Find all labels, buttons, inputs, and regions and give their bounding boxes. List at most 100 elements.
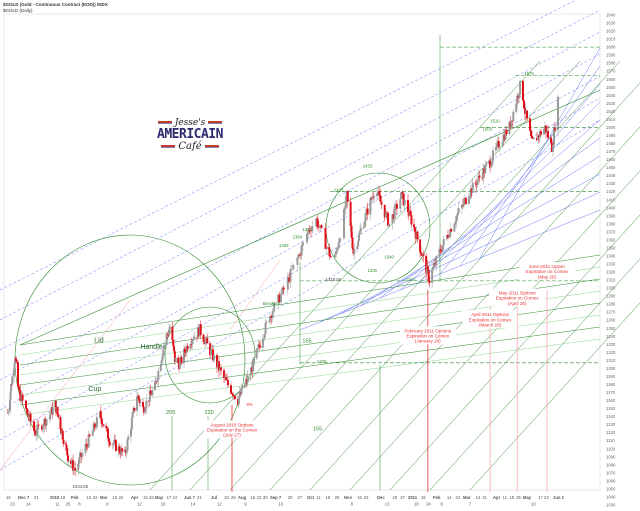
candle-body [80, 452, 83, 457]
candle-body [62, 439, 65, 444]
annotation-label: Cup [88, 386, 101, 393]
candle-body [21, 394, 24, 401]
candle-body [301, 242, 304, 246]
x-tick-label: 11 [55, 502, 60, 507]
candle-body [26, 408, 29, 414]
candle-body [416, 231, 419, 240]
channel-line [339, 173, 601, 315]
candle-body [237, 397, 240, 405]
candle-body [191, 340, 194, 345]
candle-body [402, 193, 405, 206]
x-tick-label: 22 [93, 495, 98, 500]
y-tick-label: 1210 [606, 358, 616, 363]
candle-body [6, 412, 9, 414]
annotation-label: 155 [302, 339, 311, 345]
candle-body [111, 444, 114, 446]
candle-body [36, 424, 39, 434]
candle-body [265, 321, 268, 323]
x-tick-label: Dec 7 [18, 495, 30, 500]
candle-body [523, 100, 525, 109]
annotation-label: 1200 [317, 359, 327, 364]
annotation-label: 1318.50 [326, 277, 342, 282]
annotation-label: Lid [94, 338, 103, 345]
candle-body [183, 348, 185, 364]
candle-body [49, 414, 51, 420]
candle-body [186, 345, 189, 350]
annotation-label: 8% [246, 402, 252, 407]
x-tick-label: Apr [493, 495, 501, 500]
candle-body [106, 428, 109, 429]
candle-body [324, 228, 327, 250]
x-tick-label: 30 [263, 495, 268, 500]
channel-line [399, 119, 601, 291]
x-tick-label: 27 [297, 495, 302, 500]
candle-body [171, 326, 174, 340]
candle-body [433, 263, 436, 268]
expiration-label: (April 26) [508, 301, 527, 306]
candle-body [550, 137, 552, 143]
candle-body [42, 426, 45, 430]
candle-body [130, 417, 133, 430]
candle-body [19, 390, 22, 401]
candle-body [478, 175, 481, 178]
candle-body [59, 417, 62, 430]
candle-body [552, 145, 554, 152]
x-tick-label: 21 [34, 495, 39, 500]
candle-body [263, 334, 266, 339]
y-tick-label: 1330 [606, 262, 616, 267]
candle-body [27, 413, 30, 417]
candle-body [351, 237, 354, 249]
y-tick-label: 1580 [606, 61, 616, 66]
x-tick-label: 24 [426, 502, 431, 507]
candle-body [189, 343, 192, 350]
x-tick-label: 9 [244, 502, 247, 507]
candle-body [138, 399, 141, 403]
candle-body [125, 450, 128, 453]
candle-body [9, 391, 12, 400]
candle-body [45, 419, 48, 426]
y-tick-label: 1060 [606, 478, 616, 483]
y-tick-label: 1470 [606, 149, 616, 154]
candle-body [180, 356, 183, 364]
candle-body [545, 125, 547, 134]
candle-body [387, 213, 390, 226]
candle-body [392, 213, 395, 219]
handle-arc [164, 306, 256, 404]
candle-body [490, 165, 493, 168]
x-tick-label: Jun 1 [553, 495, 565, 500]
candle-body [400, 191, 403, 200]
candle-body [450, 229, 453, 232]
candle-body [165, 333, 168, 345]
annotation-label: 1330 [368, 268, 378, 273]
candle-body [246, 375, 249, 383]
x-tick-label: 2011 [408, 495, 418, 500]
annotation-label: 1340 [384, 254, 394, 259]
y-tick-label: 1370 [606, 229, 616, 234]
y-tick-label: 1420 [606, 189, 616, 194]
candle-body [64, 443, 67, 445]
candle-body [553, 128, 555, 146]
candle-body [510, 120, 513, 127]
y-tick-label: 1530 [606, 101, 616, 106]
channel-line [479, 47, 601, 259]
candle-body [106, 428, 109, 439]
y-tick-label: 1390 [606, 213, 616, 218]
x-tick-label: 20 [393, 495, 398, 500]
candle-body [385, 212, 388, 214]
candle-body [460, 204, 463, 209]
y-tick-label: 1500 [606, 125, 616, 130]
candle-body [425, 256, 428, 273]
y-tick-label: 1160 [606, 398, 616, 403]
candle-body [14, 358, 17, 364]
candle-body [270, 315, 273, 318]
x-tick-label: May [155, 495, 164, 500]
candle-body [410, 215, 413, 225]
x-tick-label: 11 [316, 495, 321, 500]
candle-body [159, 364, 162, 372]
x-tick-label: 25 [335, 495, 340, 500]
candle-body [107, 438, 110, 442]
chart-subtitle: $GOLD (Daily) [3, 8, 33, 13]
y-tick-label: 1610 [606, 37, 616, 42]
annotation-label: Handle [140, 344, 162, 351]
